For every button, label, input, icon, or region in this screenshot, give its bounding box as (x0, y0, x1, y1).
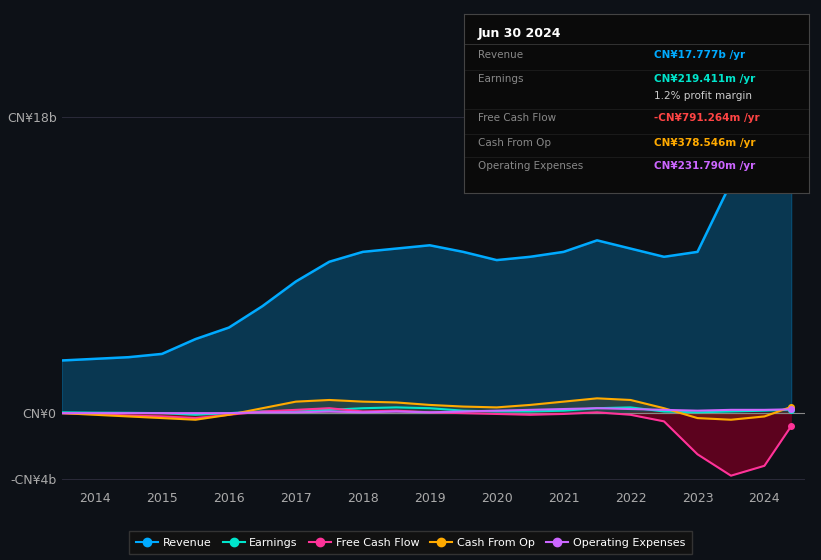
Text: CN¥17.777b /yr: CN¥17.777b /yr (654, 50, 745, 60)
Legend: Revenue, Earnings, Free Cash Flow, Cash From Op, Operating Expenses: Revenue, Earnings, Free Cash Flow, Cash … (130, 531, 691, 554)
Text: -CN¥791.264m /yr: -CN¥791.264m /yr (654, 113, 759, 123)
Text: Jun 30 2024: Jun 30 2024 (478, 26, 562, 40)
Text: CN¥378.546m /yr: CN¥378.546m /yr (654, 138, 755, 148)
Text: CN¥219.411m /yr: CN¥219.411m /yr (654, 73, 754, 83)
Text: Free Cash Flow: Free Cash Flow (478, 113, 556, 123)
Text: Earnings: Earnings (478, 73, 523, 83)
Text: Operating Expenses: Operating Expenses (478, 161, 583, 171)
Text: CN¥231.790m /yr: CN¥231.790m /yr (654, 161, 754, 171)
Text: Cash From Op: Cash From Op (478, 138, 551, 148)
Text: 1.2% profit margin: 1.2% profit margin (654, 91, 751, 101)
Text: Revenue: Revenue (478, 50, 523, 60)
